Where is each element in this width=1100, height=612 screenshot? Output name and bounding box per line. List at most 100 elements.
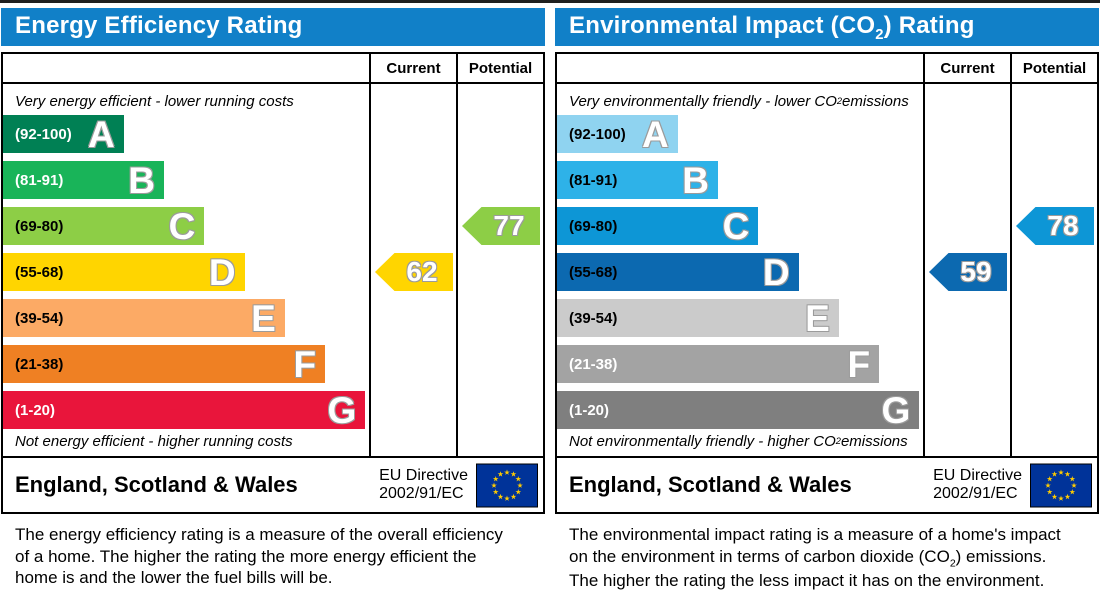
band-bar-a: (92-100) A xyxy=(3,115,124,153)
panel-title-bar: Environmental Impact (CO2) Rating xyxy=(555,8,1099,46)
rating-band-row: (81-91) B xyxy=(3,161,369,199)
rating-scale: Very energy efficient - lower running co… xyxy=(3,84,369,456)
band-bar-e: (39-54) E xyxy=(3,299,285,337)
panel-title-bar: Energy Efficiency Rating xyxy=(1,8,545,46)
potential-rating-cell: 77 xyxy=(456,84,543,456)
band-range-label: (92-100) xyxy=(569,125,626,143)
current-column-header: Current xyxy=(369,54,456,84)
current-rating-value: 62 xyxy=(406,256,438,287)
band-letter: C xyxy=(722,205,750,247)
band-range-label: (21-38) xyxy=(569,355,618,373)
rating-band-row: (21-38) F xyxy=(3,345,369,383)
rating-band-row: (55-68) D xyxy=(557,253,923,291)
bottom-caption: Not environmentally friendly - higher CO… xyxy=(569,432,908,450)
table-footer: England, Scotland & Wales EU Directive 20… xyxy=(3,456,543,512)
band-bar-g: (1-20) G xyxy=(557,389,920,431)
band-letter: C xyxy=(168,205,196,247)
current-rating-value: 59 xyxy=(960,256,992,287)
rating-band-row: (21-38) F xyxy=(557,345,923,383)
band-range-label: (39-54) xyxy=(15,309,64,327)
rating-band-row: (39-54) E xyxy=(3,299,369,337)
rating-band-row: (92-100) A xyxy=(3,115,369,153)
band-letter: E xyxy=(251,297,276,339)
potential-column-header: Potential xyxy=(1010,54,1097,84)
band-bar-d: (55-68) D xyxy=(3,253,245,291)
band-range-label: (21-38) xyxy=(15,355,64,373)
top-border-strip xyxy=(0,0,1100,3)
band-range-label: (81-91) xyxy=(569,171,618,189)
region-label: England, Scotland & Wales xyxy=(569,472,852,497)
eu-flag-icon xyxy=(1030,463,1092,507)
rating-band-row: (39-54) E xyxy=(557,299,923,337)
potential-rating-arrow: 77 xyxy=(462,207,540,245)
band-letter: G xyxy=(881,389,911,431)
header-blank-cell xyxy=(557,54,923,84)
current-rating-arrow: 59 xyxy=(929,253,1007,291)
rating-scale: Very environmentally friendly - lower CO… xyxy=(557,84,923,456)
rating-bands: (92-100) A (81-91) B (69-80) C (55-68) D (39-54)… xyxy=(557,115,923,429)
band-letter: F xyxy=(847,343,871,385)
band-range-label: (1-20) xyxy=(569,401,610,419)
band-range-label: (69-80) xyxy=(569,217,618,235)
band-bar-c: (69-80) C xyxy=(3,205,205,247)
band-letter: A xyxy=(642,113,669,155)
band-bar-g: (1-20) G xyxy=(3,389,366,431)
page-title: Environmental Impact (CO2) Rating xyxy=(569,11,975,43)
band-letter: D xyxy=(762,251,790,293)
eu-flag-icon xyxy=(476,463,538,507)
rating-bands: (92-100) A (81-91) B (69-80) C (55-68) D (39-54)… xyxy=(3,115,369,429)
band-range-label: (81-91) xyxy=(15,171,64,189)
current-rating-arrow: 62 xyxy=(375,253,453,291)
top-caption: Very energy efficient - lower running co… xyxy=(15,92,294,110)
band-letter: E xyxy=(805,297,830,339)
band-letter: B xyxy=(128,159,156,201)
band-bar-b: (81-91) B xyxy=(3,159,165,201)
band-letter: D xyxy=(208,251,236,293)
band-range-label: (55-68) xyxy=(569,263,618,281)
band-bar-a: (92-100) A xyxy=(557,115,678,153)
rating-band-row: (81-91) B xyxy=(557,161,923,199)
eu-directive-label: EU Directive 2002/91/EC xyxy=(379,467,468,502)
potential-column-header: Potential xyxy=(456,54,543,84)
energy-efficiency-panel: Energy Efficiency Rating Current Potenti… xyxy=(1,3,545,592)
band-bar-b: (81-91) B xyxy=(557,159,719,201)
rating-band-row: (1-20) G xyxy=(3,391,369,429)
rating-band-row: (69-80) C xyxy=(557,207,923,245)
potential-rating-cell: 78 xyxy=(1010,84,1097,456)
top-caption: Very environmentally friendly - lower CO… xyxy=(569,92,909,110)
bottom-caption: Not energy efficient - higher running co… xyxy=(15,432,293,450)
band-bar-f: (21-38) F xyxy=(3,343,326,385)
region-label: England, Scotland & Wales xyxy=(15,472,298,497)
band-range-label: (69-80) xyxy=(15,217,64,235)
current-rating-cell: 62 xyxy=(369,84,456,456)
band-letter: G xyxy=(327,389,357,431)
band-letter: B xyxy=(682,159,710,201)
page-title: Energy Efficiency Rating xyxy=(15,11,303,39)
potential-rating-value: 77 xyxy=(493,210,525,241)
header-blank-cell xyxy=(3,54,369,84)
rating-band-row: (69-80) C xyxy=(3,207,369,245)
potential-rating-value: 78 xyxy=(1047,210,1079,241)
rating-table: Current Potential Very environmentally f… xyxy=(555,52,1099,514)
description-text: The environmental impact rating is a mea… xyxy=(569,525,1061,591)
rating-table: Current Potential Very energy efficient … xyxy=(1,52,545,514)
potential-rating-arrow: 78 xyxy=(1016,207,1094,245)
table-footer: England, Scotland & Wales EU Directive 20… xyxy=(557,456,1097,512)
band-range-label: (39-54) xyxy=(569,309,618,327)
band-range-label: (1-20) xyxy=(15,401,56,419)
band-bar-c: (69-80) C xyxy=(557,205,759,247)
environmental-impact-panel: Environmental Impact (CO2) Rating Curren… xyxy=(555,3,1099,592)
band-range-label: (55-68) xyxy=(15,263,64,281)
rating-band-row: (55-68) D xyxy=(3,253,369,291)
band-letter: F xyxy=(293,343,317,385)
band-bar-d: (55-68) D xyxy=(557,253,799,291)
band-bar-e: (39-54) E xyxy=(557,299,839,337)
current-rating-cell: 59 xyxy=(923,84,1010,456)
band-letter: A xyxy=(88,113,115,155)
band-range-label: (92-100) xyxy=(15,125,72,143)
rating-band-row: (1-20) G xyxy=(557,391,923,429)
rating-band-row: (92-100) A xyxy=(557,115,923,153)
description-text: The energy efficiency rating is a measur… xyxy=(15,525,503,588)
current-column-header: Current xyxy=(923,54,1010,84)
